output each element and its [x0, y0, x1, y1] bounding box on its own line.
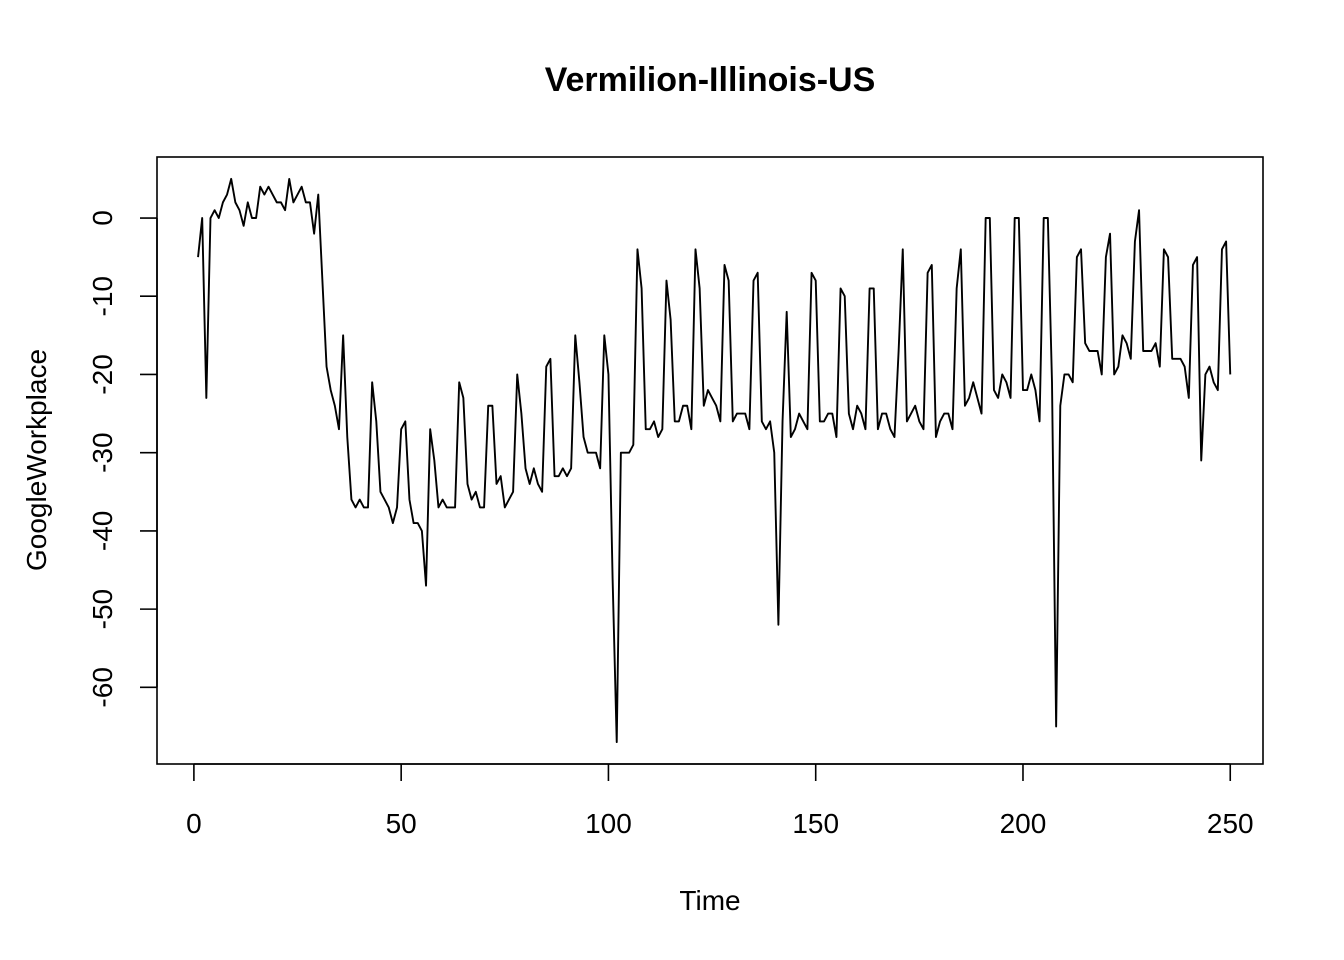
plot-frame	[156, 156, 1264, 765]
x-tick-label: 250	[1207, 808, 1254, 839]
y-tick-label: -40	[87, 511, 118, 551]
y-tick-label: -20	[87, 354, 118, 394]
y-tick-label: 0	[87, 210, 118, 226]
x-axis-label: Time	[679, 885, 740, 916]
x-tick-label: 200	[1000, 808, 1047, 839]
x-tick-label: 0	[186, 808, 202, 839]
y-axis-label: GoogleWorkplace	[21, 349, 52, 571]
x-axis: 0 50 100 150 200 250	[186, 763, 1254, 839]
y-tick-label: -10	[87, 276, 118, 316]
series-layer	[197, 177, 1232, 744]
y-tick-label: -50	[87, 589, 118, 629]
y-axis: 0 -10 -20 -30 -40 -50 -60	[87, 210, 158, 708]
y-tick-label: -60	[87, 667, 118, 707]
series-line	[197, 177, 1232, 744]
x-tick-label: 50	[386, 808, 417, 839]
x-tick-label: 150	[792, 808, 839, 839]
x-tick-label: 100	[585, 808, 632, 839]
chart-title: Vermilion-Illinois-US	[545, 61, 876, 99]
y-tick-label: -30	[87, 432, 118, 472]
